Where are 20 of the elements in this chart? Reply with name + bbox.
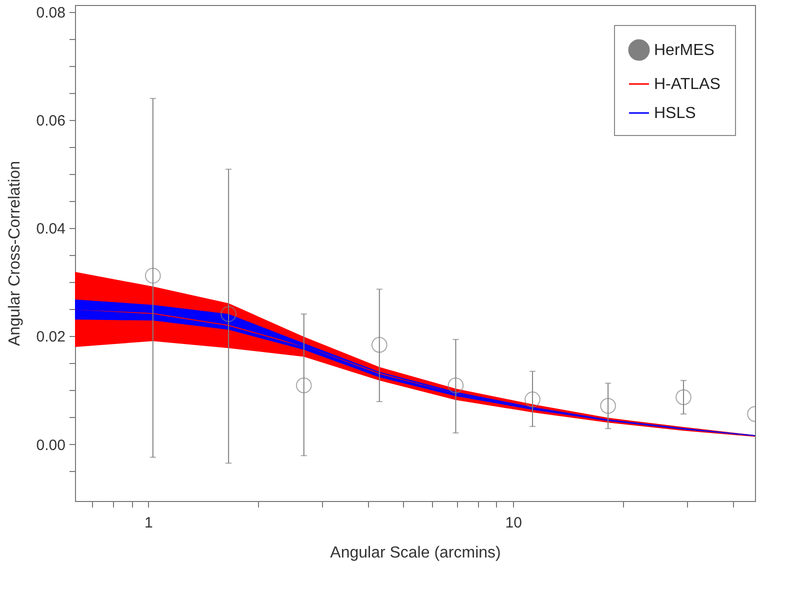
x-tick-label: 10 — [505, 514, 522, 532]
point — [296, 377, 312, 394]
y-axis-title: Angular Cross-Correlation — [6, 161, 24, 346]
point — [220, 306, 236, 322]
point — [676, 389, 692, 406]
y-tick-label: 0.02 — [36, 328, 66, 346]
x-axis-title: Angular Scale (arcmins) — [330, 544, 501, 562]
x-tick-label: 1 — [144, 514, 153, 532]
legend-label: HerMES — [654, 42, 714, 59]
legend-label: H-ATLAS — [654, 76, 720, 93]
y-tick-label: 0.00 — [36, 436, 66, 454]
point — [524, 392, 540, 408]
point — [144, 268, 161, 284]
point — [600, 398, 616, 414]
point — [371, 336, 388, 353]
point — [448, 377, 464, 394]
y-tick-label: 0.06 — [36, 112, 66, 130]
y-tick-label: 0.04 — [36, 220, 66, 238]
y-tick-label: 0.08 — [36, 4, 66, 22]
legend-label: HSLS — [654, 105, 696, 122]
